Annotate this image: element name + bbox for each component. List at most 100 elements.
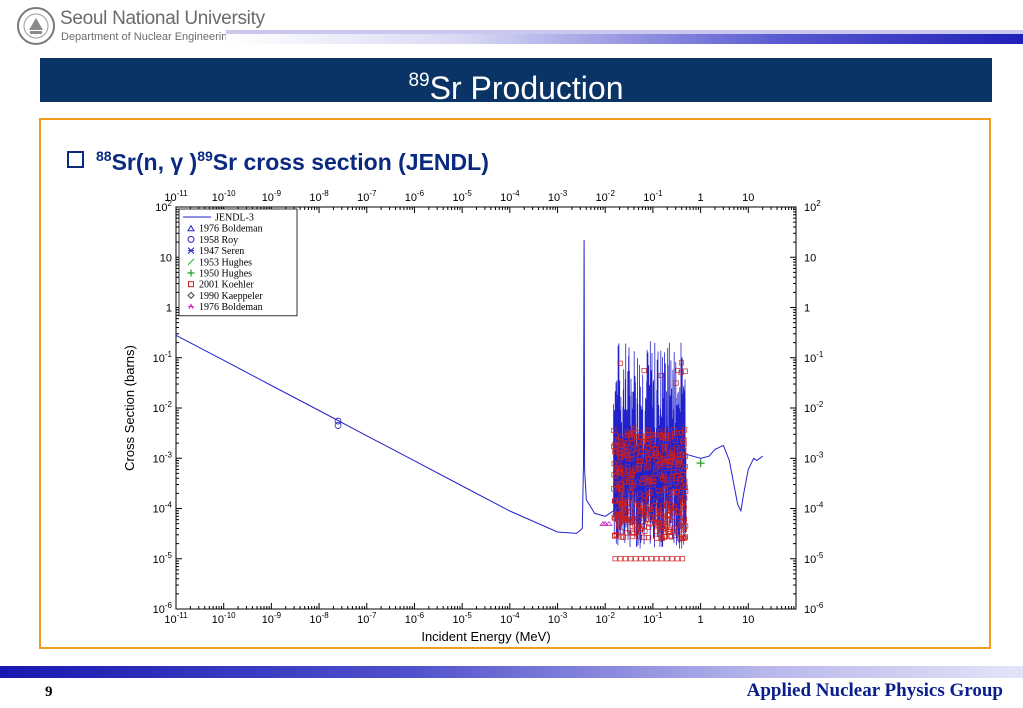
- koehler-marker: [633, 556, 639, 562]
- koehler-marker: [611, 443, 617, 449]
- jendl-curve-high: [686, 444, 763, 513]
- koehler-marker: [662, 487, 668, 493]
- university-logo: Seoul National University Department of …: [16, 6, 265, 50]
- koehler-marker: [674, 556, 680, 562]
- koehler-marker: [658, 439, 664, 445]
- y-tick-label-left: 10-5: [153, 551, 173, 566]
- koehler-marker: [675, 509, 682, 515]
- koehler-marker: [664, 524, 670, 530]
- y-tick-label-right: 10-4: [804, 501, 824, 516]
- koehler-marker: [630, 426, 637, 432]
- boldeman-1976-marker: [605, 520, 613, 527]
- koehler-marker: [669, 475, 675, 481]
- koehler-marker: [682, 427, 688, 433]
- koehler-marker: [612, 498, 618, 504]
- koehler-marker: [663, 534, 669, 540]
- koehler-marker: [680, 438, 686, 445]
- y-tick-label-right: 10-6: [804, 601, 824, 616]
- koehler-marker: [628, 556, 634, 562]
- koehler-marker: [657, 429, 663, 435]
- boldeman-1976-marker: [601, 520, 610, 527]
- koehler-marker: [662, 433, 668, 439]
- koehler-marker: [638, 507, 644, 513]
- koehler-marker: [672, 437, 678, 443]
- koehler-marker: [641, 476, 647, 482]
- koehler-marker: [613, 532, 619, 538]
- footer-stripe: [0, 666, 1023, 678]
- koehler-marker: [658, 372, 664, 379]
- koehler-marker: [666, 462, 672, 468]
- koehler-marker: [616, 451, 622, 457]
- y-tick-label-left: 10-4: [153, 501, 173, 516]
- koehler-marker: [644, 510, 650, 516]
- koehler-marker: [645, 450, 651, 456]
- koehler-marker: [645, 487, 651, 493]
- koehler-marker: [615, 468, 621, 474]
- koehler-marker: [671, 460, 677, 466]
- koehler-marker: [627, 479, 633, 485]
- koehler-marker: [618, 529, 624, 535]
- y-tick-label-right: 102: [804, 199, 821, 214]
- koehler-marker: [659, 535, 665, 541]
- koehler-marker: [629, 472, 636, 478]
- bullet-heading: 88Sr(n, γ )89Sr cross section (JENDL): [67, 148, 489, 176]
- koehler-marker: [668, 505, 674, 512]
- koehler-marker: [613, 482, 619, 488]
- y-tick-label-left: 1: [166, 303, 172, 315]
- koehler-marker: [657, 432, 663, 438]
- y-tick-label-right: 10-2: [804, 400, 824, 415]
- koehler-marker: [664, 433, 670, 439]
- koehler-marker: [620, 493, 627, 499]
- koehler-marker: [651, 503, 657, 509]
- y-tick-label-right: 10-1: [804, 350, 824, 365]
- x-tick-label-bottom: 10-3: [548, 611, 568, 626]
- koehler-marker: [619, 497, 625, 503]
- y-tick-label-left: 10-1: [153, 350, 173, 365]
- koehler-marker: [680, 452, 686, 458]
- cross-section-chart: 10-1110-1110-1010-1010-910-910-810-810-7…: [122, 189, 824, 644]
- koehler-marker: [617, 360, 623, 366]
- koehler-marker: [675, 367, 681, 374]
- koehler-marker: [618, 439, 624, 445]
- koehler-marker: [667, 529, 673, 535]
- koehler-marker: [658, 511, 664, 517]
- x-tick-label-bottom: 10-10: [212, 611, 236, 626]
- koehler-marker: [624, 517, 630, 523]
- x-axis-label: Incident Energy (MeV): [421, 629, 550, 644]
- koehler-marker: [633, 529, 639, 535]
- y-tick-label-left: 10-6: [153, 601, 173, 616]
- koehler-marker: [622, 469, 628, 476]
- koehler-marker: [679, 499, 686, 505]
- x-tick-label-bottom: 10-7: [357, 611, 377, 626]
- koehler-marker: [638, 526, 644, 532]
- x-tick-label-bottom: 10-4: [500, 611, 520, 626]
- koehler-marker: [647, 506, 653, 512]
- koehler-marker: [613, 432, 619, 438]
- x-tick-label-bottom: 10-5: [452, 611, 472, 626]
- koehler-marker: [657, 492, 663, 498]
- koehler-marker: [674, 489, 680, 495]
- koehler-marker: [679, 430, 685, 436]
- koehler-marker: [615, 462, 621, 468]
- koehler-marker: [622, 556, 628, 562]
- koehler-marker: [638, 556, 644, 562]
- koehler-marker: [664, 518, 670, 524]
- koehler-marker: [668, 433, 674, 439]
- koehler-marker: [675, 508, 681, 514]
- y-tick-label-left: 102: [155, 199, 172, 214]
- koehler-marker: [645, 431, 651, 437]
- koehler-marker: [636, 465, 642, 471]
- koehler-marker: [645, 463, 651, 469]
- y-tick-label-left: 10: [160, 252, 172, 264]
- legend-swatch-diamond: [187, 291, 195, 300]
- koehler-marker: [645, 479, 651, 485]
- koehler-marker: [612, 532, 618, 538]
- koehler-marker: [656, 461, 662, 467]
- koehler-marker: [670, 489, 676, 495]
- koehler-marker: [661, 474, 668, 480]
- koehler-marker: [654, 556, 660, 562]
- legend-entry-label: 1947 Seren: [199, 246, 244, 257]
- legend-entry-label: 1950 Hughes: [199, 269, 252, 280]
- koehler-marker: [653, 446, 659, 452]
- x-tick-label-bottom: 10-6: [405, 611, 425, 626]
